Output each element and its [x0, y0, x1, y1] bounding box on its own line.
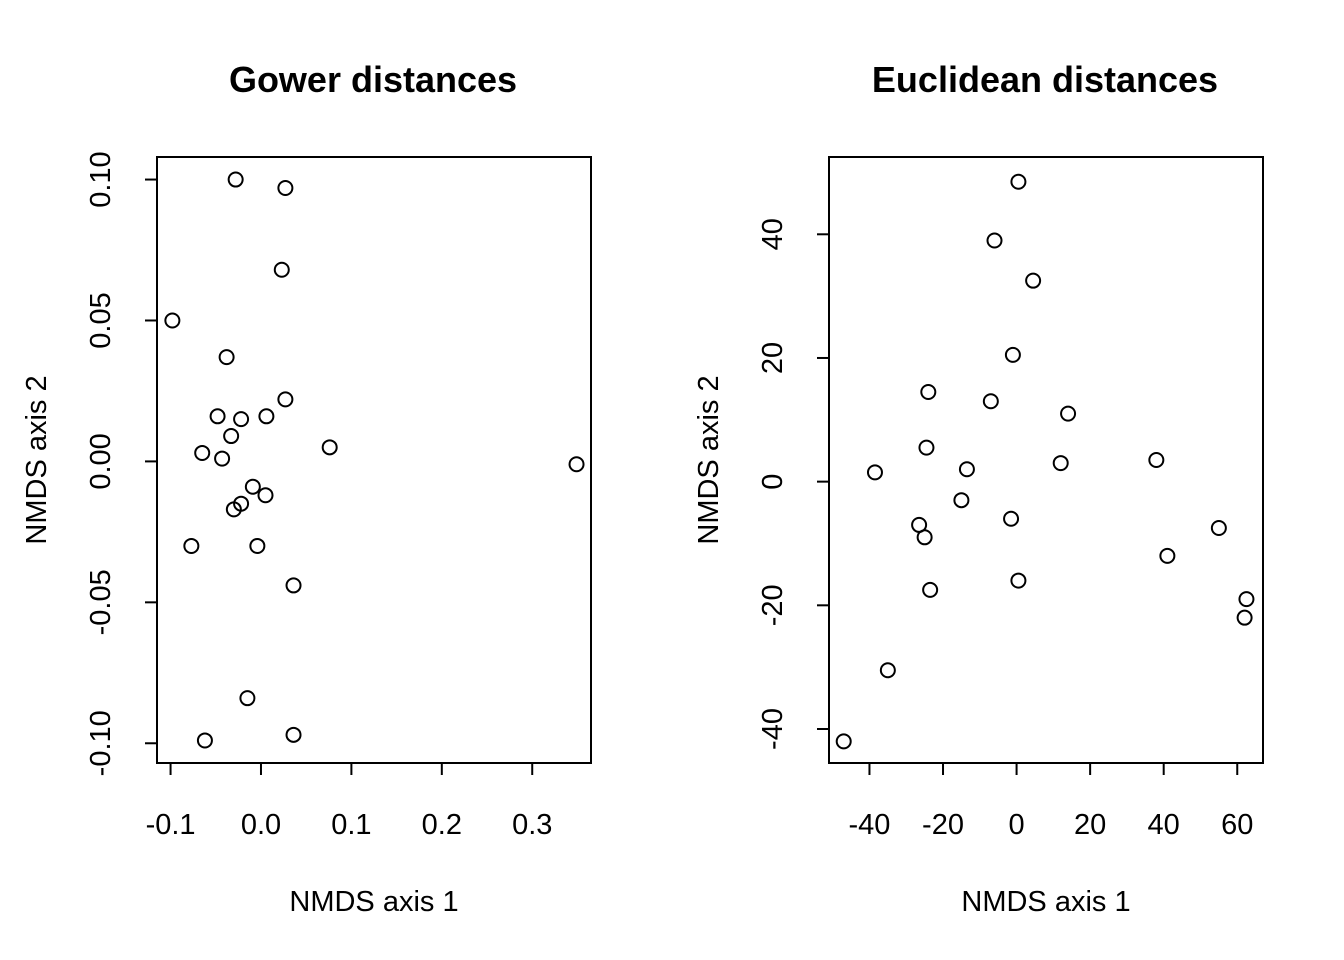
data-point: [285, 577, 302, 594]
data-point: [249, 537, 266, 554]
data-point: [227, 171, 244, 188]
x-tick-label: 0.2: [422, 809, 462, 841]
y-tick-label: 0.00: [85, 433, 117, 489]
y-tick-label: -20: [757, 584, 789, 626]
x-tick-label: -20: [922, 809, 964, 841]
y-tick-label: 40: [757, 218, 789, 250]
data-point: [1010, 572, 1027, 589]
data-point: [1148, 452, 1165, 468]
y-axis: -40 -20 0 20 40: [757, 218, 830, 750]
scatter-points: [164, 171, 585, 749]
data-point: [1025, 272, 1042, 289]
x-tick-label: 0: [1009, 809, 1025, 841]
data-point: [1060, 405, 1077, 422]
data-point: [916, 529, 933, 546]
data-point: [223, 428, 240, 445]
data-point: [277, 391, 294, 408]
y-tick-label: 20: [757, 342, 789, 374]
data-point: [285, 726, 302, 743]
data-point: [982, 393, 999, 410]
data-point: [1003, 510, 1020, 527]
data-point: [1236, 609, 1253, 626]
euclidean-panel: Euclidean distances -40 -20 0 20 40 60 -40 -20…: [693, 59, 1264, 918]
x-axis: -40 -20 0 20 40 60: [848, 762, 1253, 841]
data-point: [321, 439, 338, 456]
data-point: [277, 180, 294, 197]
data-point: [209, 408, 226, 425]
x-tick-label: 60: [1221, 809, 1253, 841]
x-tick-label: 0.0: [241, 809, 281, 841]
data-point: [835, 733, 852, 750]
data-point: [196, 732, 213, 749]
y-tick-label: 0.05: [85, 292, 117, 348]
data-point: [244, 478, 261, 495]
scatter-points: [835, 173, 1255, 750]
gower-panel: Gower distances -0.1 0.0 0.1 0.2 0.3 -0.10-0…: [21, 59, 592, 918]
plot-frame: [156, 156, 592, 764]
data-point: [986, 232, 1003, 249]
y-axis-label: NMDS axis 2: [21, 375, 53, 544]
data-point: [233, 411, 250, 428]
data-point: [1004, 346, 1021, 363]
data-point: [879, 662, 896, 679]
data-point: [183, 537, 200, 554]
y-tick-label: 0.10: [85, 151, 117, 207]
data-point: [1159, 547, 1176, 564]
y-tick-label: -0.10: [85, 710, 117, 776]
data-point: [194, 444, 211, 461]
data-point: [1238, 591, 1255, 608]
x-tick-label: 40: [1148, 809, 1180, 841]
x-tick-label: -0.1: [146, 809, 196, 841]
x-tick-label: 0.3: [512, 809, 552, 841]
data-point: [920, 383, 937, 400]
data-point: [218, 349, 235, 366]
y-tick-label: 0: [757, 474, 789, 490]
data-point: [922, 581, 939, 598]
y-axis-label: NMDS axis 2: [693, 375, 725, 544]
chart-title: Gower distances: [229, 59, 517, 100]
data-point: [953, 492, 970, 509]
data-point: [918, 439, 935, 456]
x-tick-label: 20: [1074, 809, 1106, 841]
data-point: [273, 261, 290, 278]
data-point: [568, 456, 585, 473]
y-axis: -0.10 -0.05 0.00 0.05 0.10: [85, 151, 158, 776]
x-tick-label: -40: [848, 809, 890, 841]
x-axis-label: NMDS axis 1: [289, 886, 458, 918]
data-point: [214, 450, 231, 467]
data-point: [958, 461, 975, 478]
y-tick-label: -40: [757, 708, 789, 750]
data-point: [225, 501, 242, 518]
data-point: [1010, 173, 1027, 190]
data-point: [164, 312, 181, 329]
y-tick-label: -0.05: [85, 569, 117, 635]
x-axis: -0.1 0.0 0.1 0.2 0.3: [146, 762, 552, 841]
data-point: [257, 487, 274, 504]
data-point: [866, 464, 883, 481]
data-point: [239, 690, 256, 707]
x-tick-label: 0.1: [331, 809, 371, 841]
data-point: [258, 408, 275, 425]
x-axis-label: NMDS axis 1: [961, 886, 1130, 918]
data-point: [1052, 455, 1069, 472]
chart-title: Euclidean distances: [872, 59, 1218, 100]
data-point: [1210, 520, 1227, 537]
